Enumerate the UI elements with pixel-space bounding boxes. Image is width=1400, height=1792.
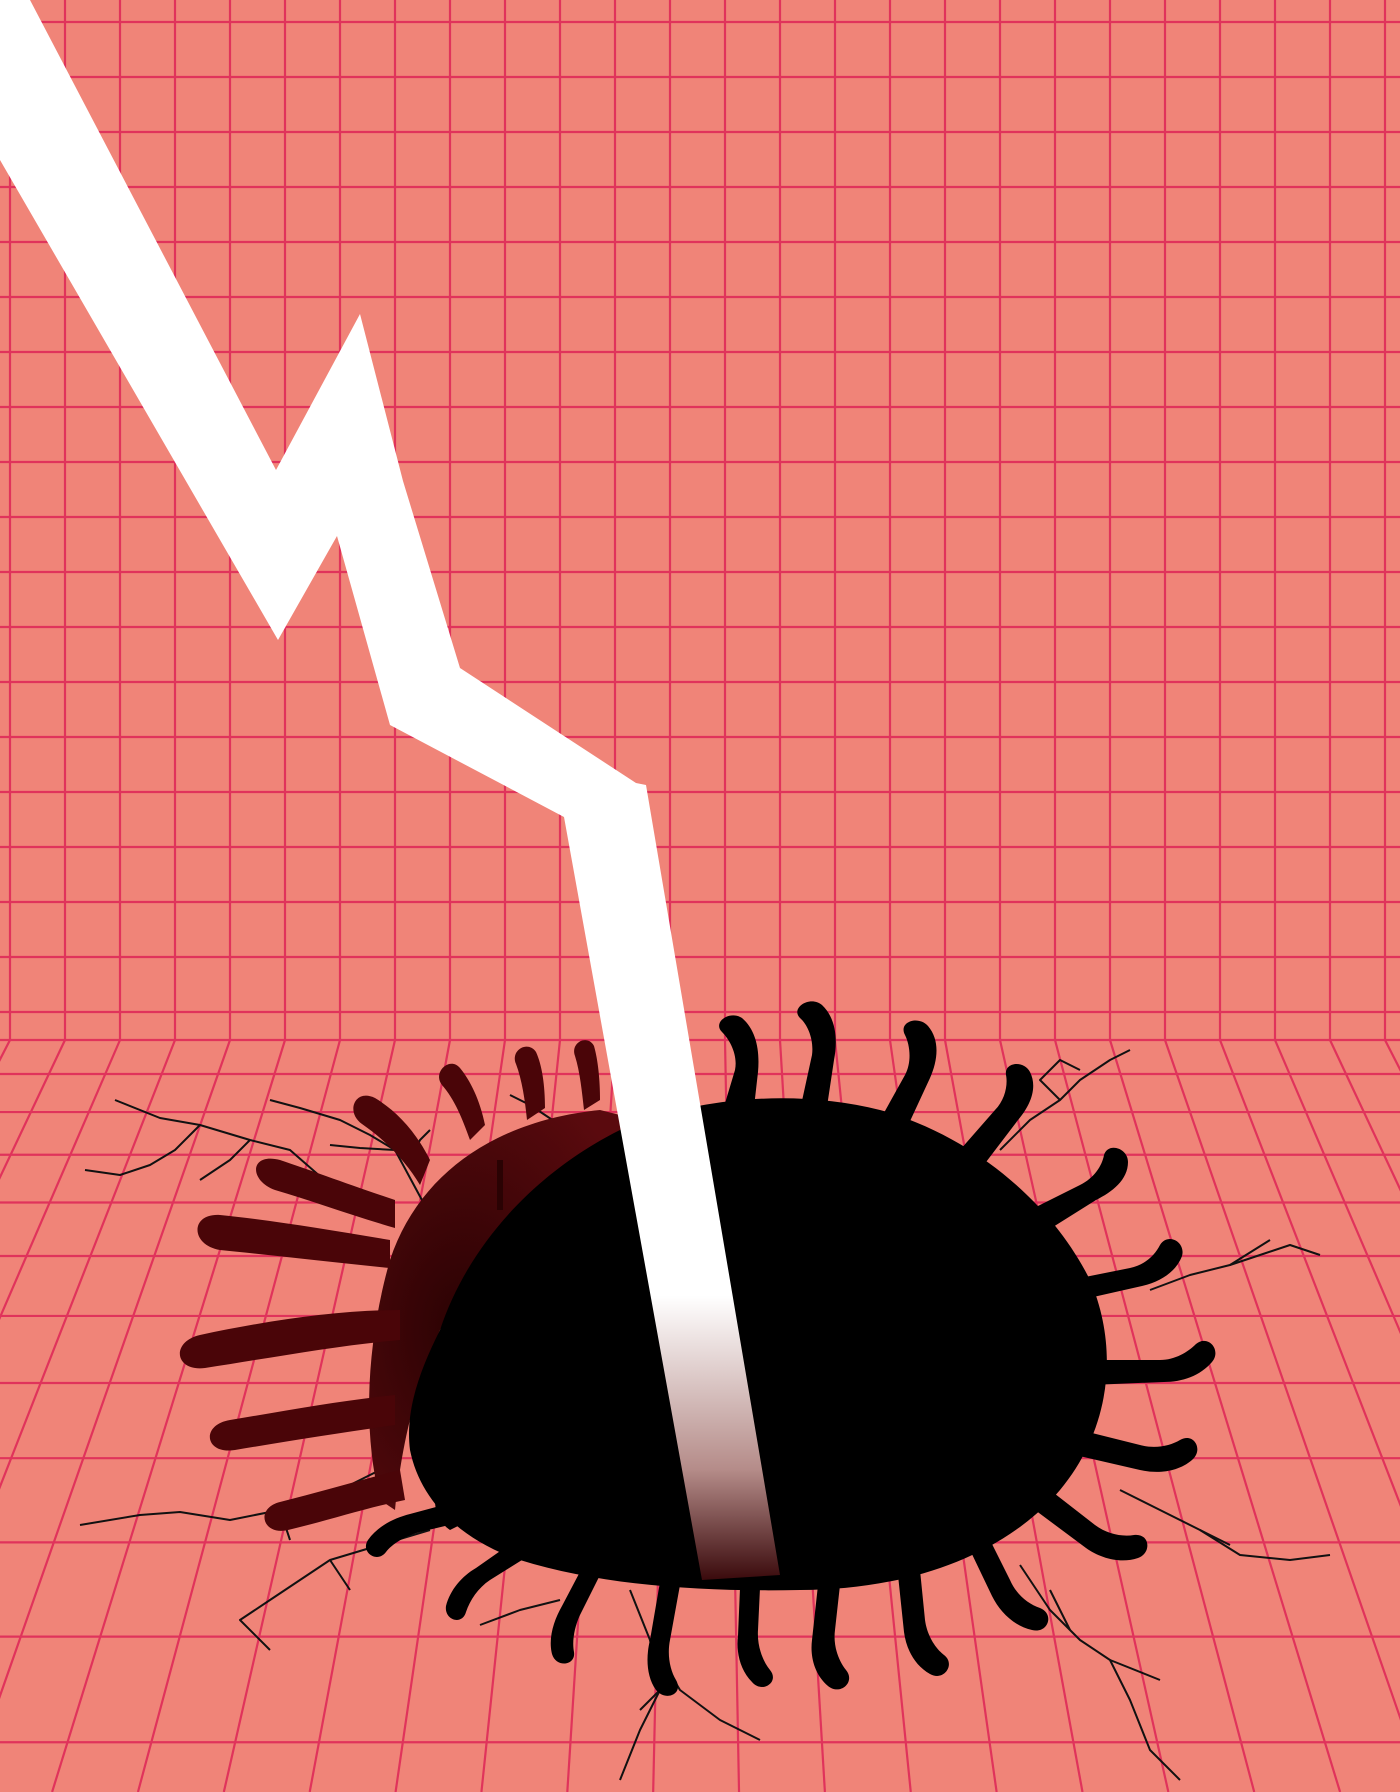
floor-grid-line — [1218, 1039, 1400, 1507]
floor-grid-line — [0, 1039, 122, 1321]
floor-grid-line — [1053, 1039, 1256, 1792]
floor-grid-line — [0, 1039, 232, 1700]
floor-grid-line — [51, 1039, 287, 1792]
floor-grid-line — [1163, 1039, 1400, 1721]
floor-grid-line — [0, 1039, 177, 1490]
downward-trend-arrow-icon — [0, 0, 780, 1580]
floor-grid-line — [1329, 1039, 1400, 1192]
floor-grid-line — [1273, 1039, 1400, 1335]
virus-shaped-hole-icon — [179, 1001, 1216, 1696]
floor-grid-line — [0, 1039, 66, 1180]
floor-grid-line — [1108, 1039, 1342, 1792]
